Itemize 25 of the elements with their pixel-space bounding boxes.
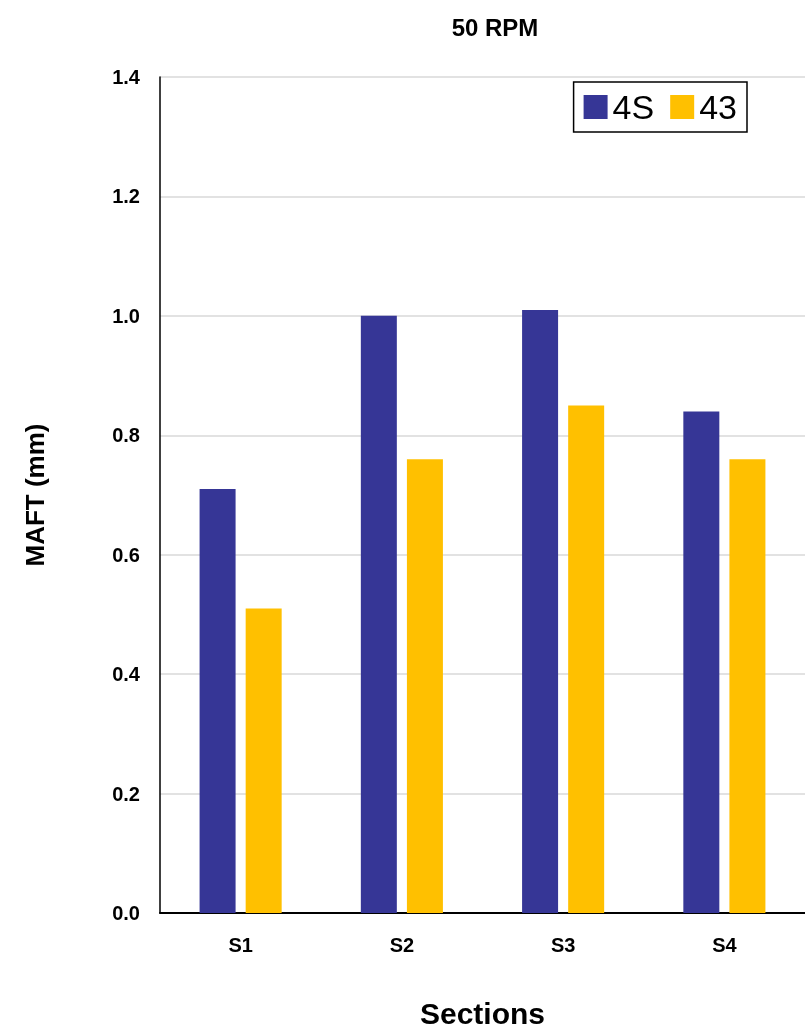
x-tick-label: S4 <box>712 934 738 956</box>
x-tick-label: S2 <box>389 934 415 956</box>
y-tick-label: 1.0 <box>112 304 140 327</box>
y-tick-label: 0.4 <box>112 663 141 686</box>
y-tick-label: 0.6 <box>112 543 140 566</box>
bar <box>245 608 282 913</box>
y-axis-title: MAFT (mm) <box>20 423 50 567</box>
y-tick-label: 1.2 <box>112 185 140 208</box>
y-tick-label: 1.4 <box>112 66 141 88</box>
bar <box>199 489 236 913</box>
bar <box>522 309 559 913</box>
legend-label: 4S <box>612 88 655 126</box>
bar <box>568 405 605 913</box>
y-tick-label: 0.0 <box>112 902 140 924</box>
bar <box>360 315 397 913</box>
bar <box>683 411 720 913</box>
y-tick-label: 0.2 <box>112 782 140 805</box>
x-tick-label: S3 <box>550 934 576 956</box>
legend-label: 43 <box>699 88 738 126</box>
bar <box>729 459 766 913</box>
x-axis-title: Sections <box>419 996 546 1030</box>
bar <box>406 459 443 913</box>
chart-title: 50 RPM <box>451 13 539 41</box>
x-tick-label: S1 <box>228 934 253 956</box>
y-tick-label: 0.8 <box>112 424 140 447</box>
